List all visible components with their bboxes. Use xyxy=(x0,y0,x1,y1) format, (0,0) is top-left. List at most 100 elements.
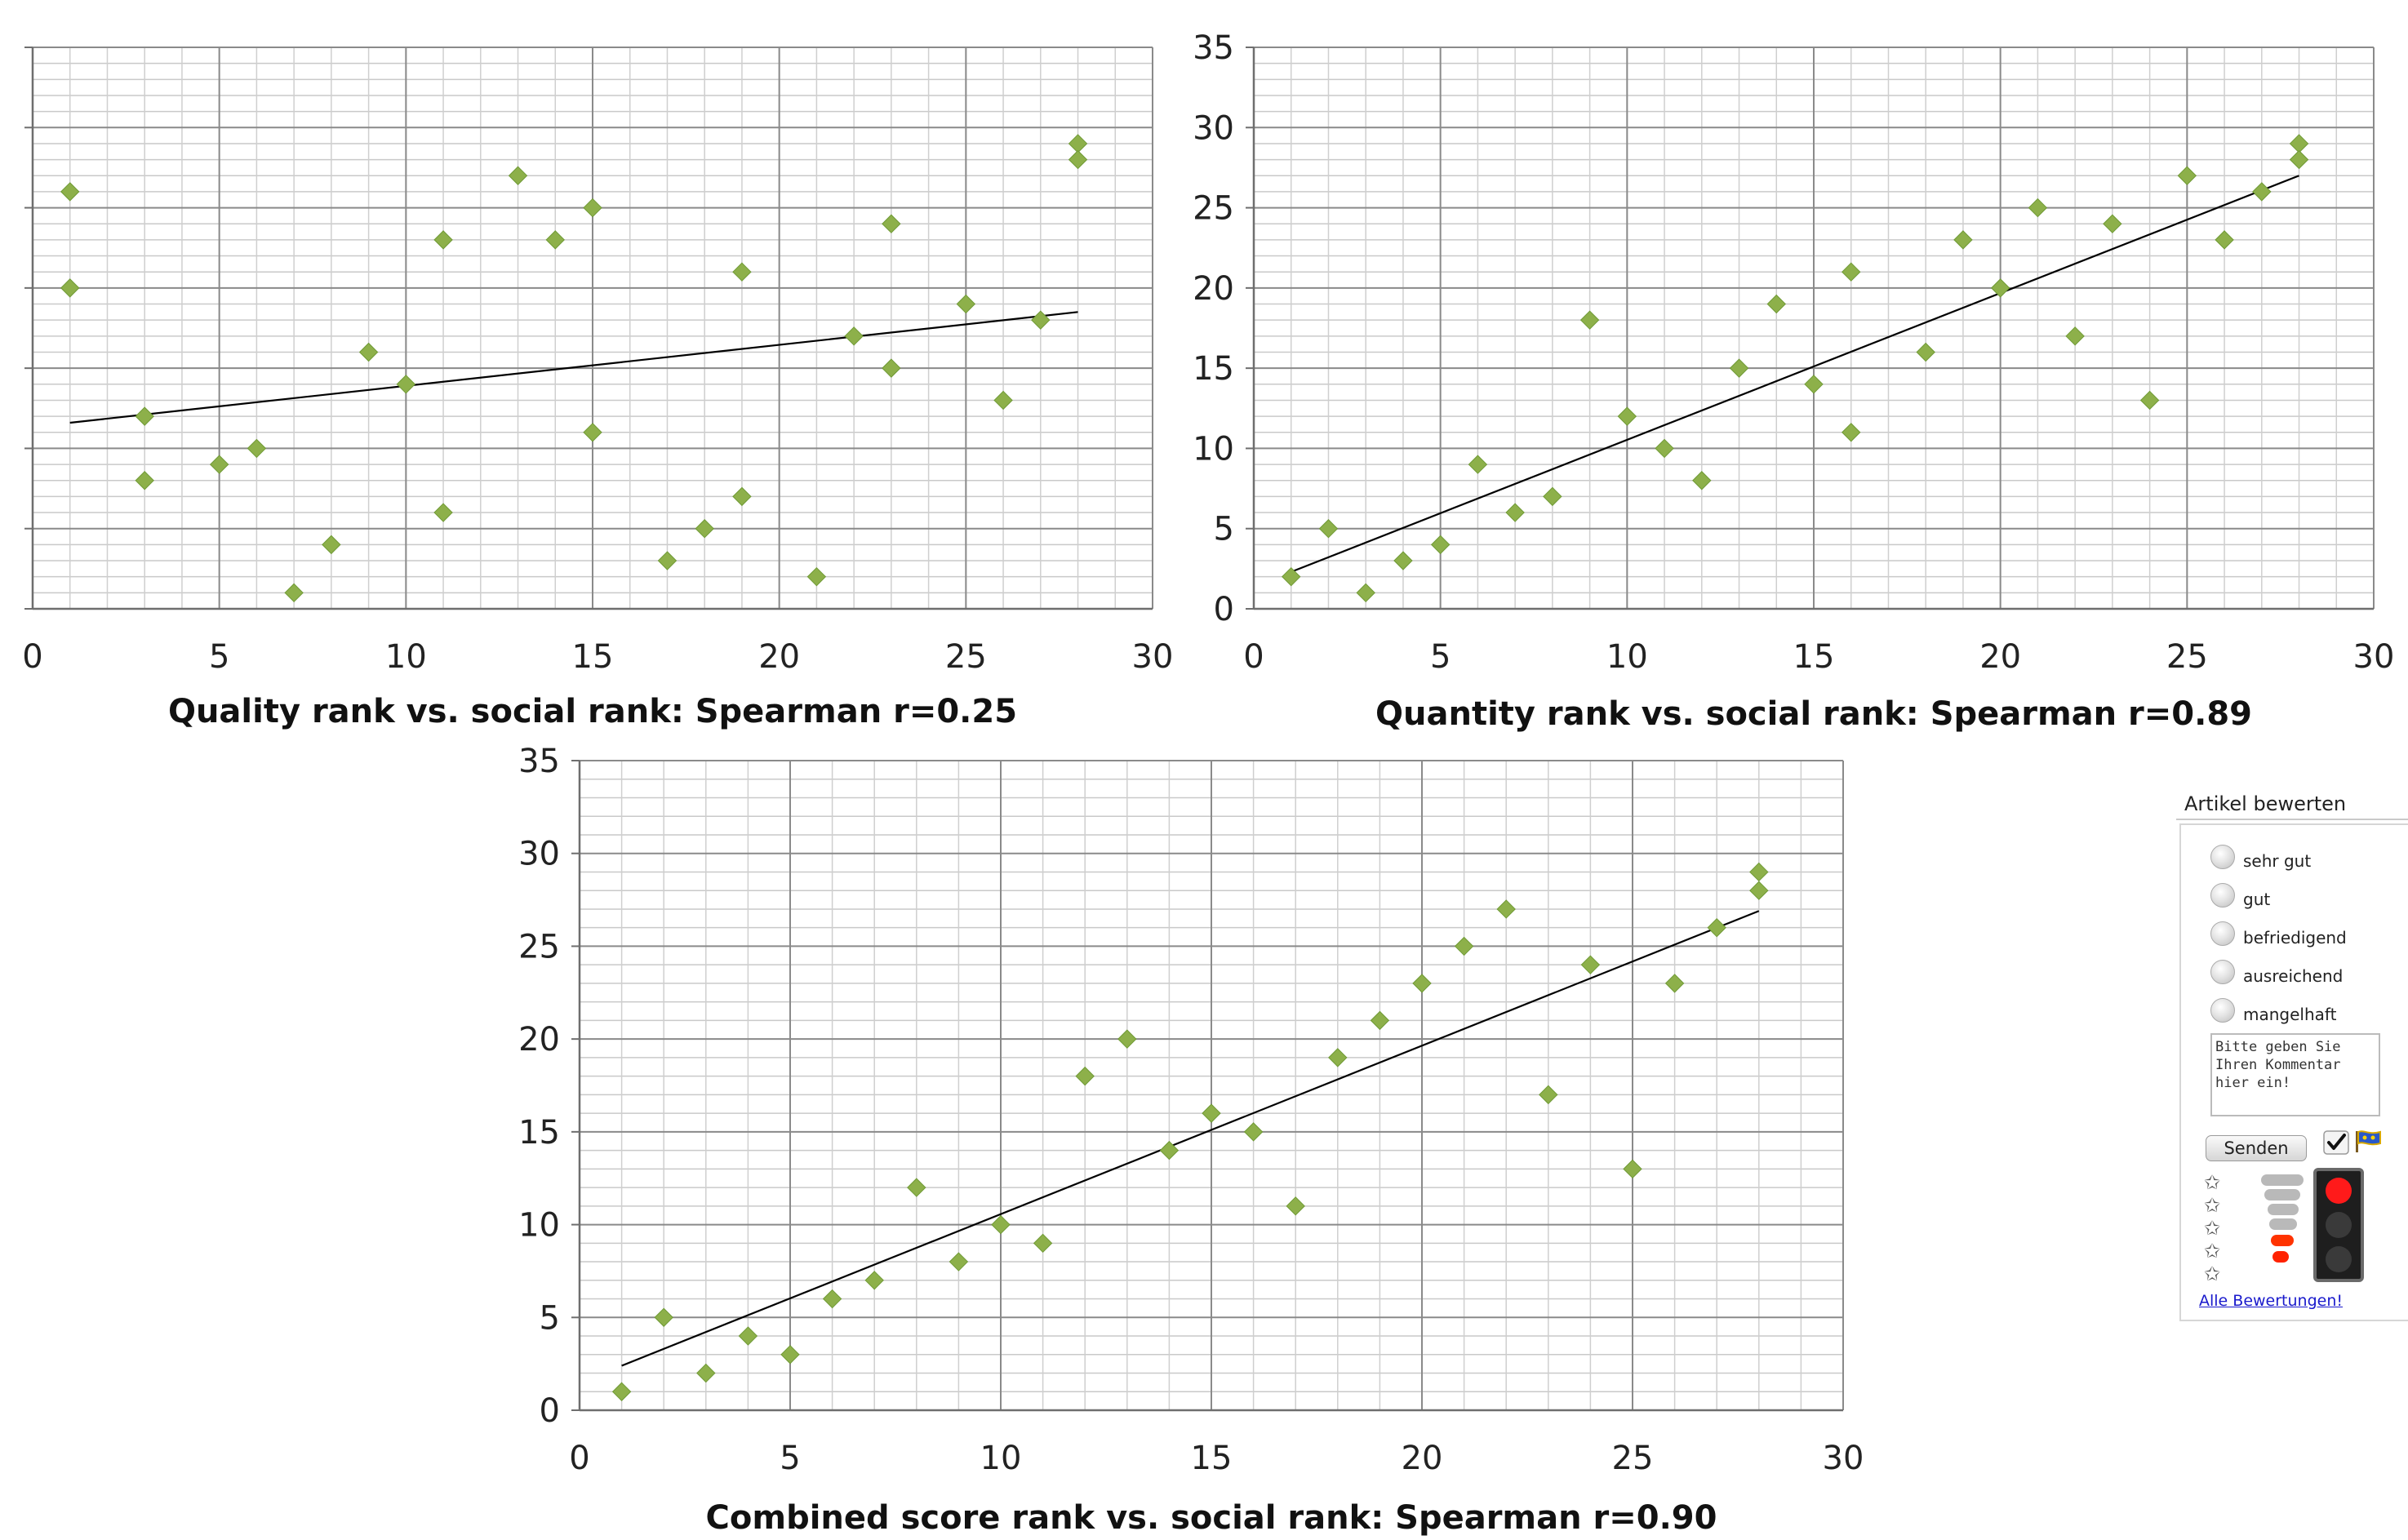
data-point xyxy=(433,503,453,522)
data-point xyxy=(1539,1085,1558,1105)
major-gridlines xyxy=(579,760,1844,1411)
comment-textarea[interactable]: Bitte geben Sie Ihren Kommentar hier ein… xyxy=(2210,1033,2380,1116)
data-point xyxy=(2252,182,2272,202)
data-point xyxy=(1075,1066,1095,1086)
data-point xyxy=(1617,406,1637,426)
data-point xyxy=(1842,262,1861,282)
y-tick-label: 30 xyxy=(518,836,560,873)
x-tick-label: 10 xyxy=(385,638,427,676)
rating-bar xyxy=(2271,1235,2294,1246)
radio-button[interactable] xyxy=(2210,845,2235,869)
data-point xyxy=(1159,1140,1180,1161)
trendline xyxy=(69,311,1078,424)
rating-bar xyxy=(2261,1174,2304,1186)
data-point xyxy=(2215,230,2234,250)
data-point xyxy=(1655,438,1674,459)
data-point xyxy=(732,486,752,507)
rating-option-label: gut xyxy=(2243,890,2271,909)
radio-button[interactable] xyxy=(2210,998,2235,1023)
rating-bar xyxy=(2272,1251,2289,1263)
data-point xyxy=(1243,1122,1264,1142)
data-point xyxy=(732,262,752,282)
x-tick-label: 30 xyxy=(2353,638,2395,676)
data-point xyxy=(2028,197,2048,218)
data-point xyxy=(2065,326,2085,346)
data-point xyxy=(1916,342,1935,362)
star-icon: ✩ xyxy=(2204,1171,2221,1194)
data-points xyxy=(60,134,1088,603)
traffic-light-icon xyxy=(2313,1168,2364,1282)
rating-option-befriedigend[interactable]: befriedigend xyxy=(2210,921,2406,954)
all-ratings-link[interactable]: Alle Bewertungen! xyxy=(2199,1292,2343,1310)
rating-bar xyxy=(2268,1204,2299,1215)
data-point xyxy=(780,1345,800,1365)
radio-button[interactable] xyxy=(2210,883,2235,908)
data-point xyxy=(806,566,827,587)
radio-button[interactable] xyxy=(2210,921,2235,946)
y-tick-label: 35 xyxy=(1193,29,1234,67)
data-point xyxy=(1579,310,1600,330)
data-point xyxy=(1990,278,2010,298)
radio-button[interactable] xyxy=(2210,960,2235,984)
data-point xyxy=(1953,230,1973,250)
data-point xyxy=(1543,486,1562,507)
x-tick-label: 10 xyxy=(1606,638,1648,676)
quality-vs-social-chart: 0 5 10 15 20 25 30 Quality rank vs. social rank… xyxy=(22,47,1173,730)
x-tick-label: 20 xyxy=(758,638,800,676)
data-point xyxy=(1033,1233,1053,1254)
chart-title: Combined score rank vs. social rank: Spe… xyxy=(706,1499,1717,1537)
data-point xyxy=(1430,535,1451,555)
y-tick-label: 20 xyxy=(518,1021,560,1058)
data-point xyxy=(2177,166,2197,185)
data-point xyxy=(284,583,304,603)
data-point xyxy=(1749,862,1769,882)
traffic-light-green-lamp xyxy=(2326,1246,2352,1272)
flag-icon[interactable] xyxy=(2354,1129,2382,1153)
x-tick-label: 5 xyxy=(780,1440,800,1477)
data-point xyxy=(1729,358,1749,378)
major-gridlines xyxy=(1253,47,2375,610)
data-point xyxy=(1766,294,1786,314)
traffic-light-red-lamp xyxy=(2326,1178,2352,1204)
data-point xyxy=(949,1252,969,1271)
y-tick-label: 10 xyxy=(1193,430,1234,468)
data-point xyxy=(1842,423,1861,442)
combined-vs-social-chart: 0 5 10 15 20 25 30 0 5 10 15 20 25 30 35 Combined score… xyxy=(518,743,1864,1537)
y-tick-label: 30 xyxy=(1193,109,1234,147)
y-tick-label: 0 xyxy=(540,1392,560,1430)
data-point xyxy=(322,535,341,555)
data-point xyxy=(956,294,976,314)
rating-option-ausreichend[interactable]: ausreichend xyxy=(2210,960,2406,992)
x-tick-label: 30 xyxy=(1132,638,1174,676)
send-button[interactable]: Senden xyxy=(2206,1135,2307,1161)
data-point xyxy=(1318,519,1339,539)
rating-option-sehr-gut[interactable]: sehr gut xyxy=(2210,845,2406,877)
data-point xyxy=(247,438,267,459)
data-point xyxy=(993,390,1013,411)
data-point xyxy=(1031,310,1051,330)
x-tick-label: 0 xyxy=(569,1440,589,1477)
x-tick-label: 25 xyxy=(945,638,987,676)
data-point xyxy=(1623,1159,1642,1179)
data-point xyxy=(2103,214,2122,233)
y-tick-label: 20 xyxy=(1193,270,1234,308)
x-tick-label: 30 xyxy=(1823,1440,1864,1477)
rating-option-label: ausreichend xyxy=(2243,966,2344,986)
data-point xyxy=(844,326,864,346)
trendline xyxy=(621,910,1760,1367)
rating-option-gut[interactable]: gut xyxy=(2210,883,2406,916)
data-point xyxy=(1282,566,1301,587)
data-point xyxy=(822,1289,842,1309)
data-point xyxy=(696,1363,716,1383)
checkmark-icon[interactable] xyxy=(2323,1130,2349,1155)
x-tick-label: 25 xyxy=(2166,638,2208,676)
rating-option-mangelhaft[interactable]: mangelhaft xyxy=(2210,998,2406,1031)
y-tick-label: 15 xyxy=(518,1114,560,1152)
data-point xyxy=(60,182,80,202)
data-point xyxy=(1707,917,1726,938)
data-point xyxy=(864,1271,884,1290)
x-tick-label: 20 xyxy=(1402,1440,1443,1477)
data-point xyxy=(396,375,416,394)
data-point xyxy=(1356,583,1375,603)
data-point xyxy=(1412,974,1432,993)
